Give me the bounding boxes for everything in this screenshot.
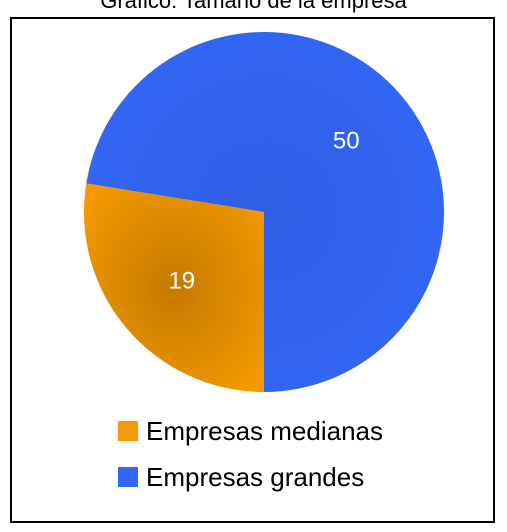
legend-item-empresas-medianas: Empresas medianas <box>118 408 383 454</box>
legend: Empresas medianas Empresas grandes <box>118 408 383 500</box>
legend-swatch-empresas-grandes <box>118 467 138 487</box>
legend-item-empresas-grandes: Empresas grandes <box>118 454 383 500</box>
legend-swatch-empresas-medianas <box>118 421 138 441</box>
pie-slice-empresas-grandes <box>86 31 444 392</box>
legend-label-empresas-medianas: Empresas medianas <box>146 415 383 446</box>
legend-label-empresas-grandes: Empresas grandes <box>146 461 365 492</box>
data-label-empresas-grandes: 50 <box>333 127 360 154</box>
chart-title: Gráfico: Tamaño de la empresa <box>100 0 407 13</box>
data-label-empresas-medianas: 19 <box>168 267 195 294</box>
pie-slice-empresas-medianas <box>84 183 264 392</box>
